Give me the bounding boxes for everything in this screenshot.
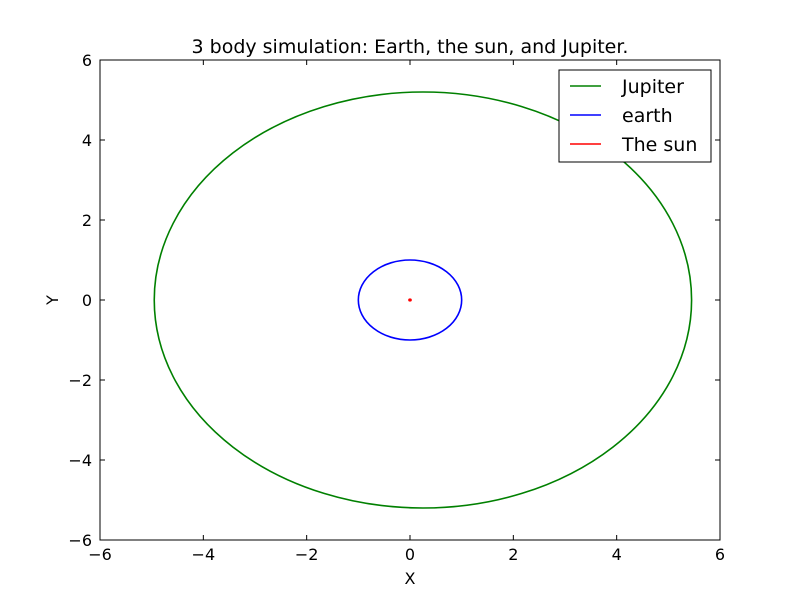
x-axis-title: X (405, 569, 416, 588)
x-tick-label: 4 (612, 545, 622, 564)
legend-label-jupiter: Jupiter (621, 76, 684, 98)
legend-label-the-sun: The sun (621, 134, 697, 156)
legend-label-earth: earth (622, 105, 673, 127)
y-tick-label: 4 (82, 131, 92, 150)
x-tick-label: −2 (295, 545, 319, 564)
orbit-the-sun (408, 298, 412, 302)
y-tick-label: 0 (82, 291, 92, 310)
chart-title: 3 body simulation: Earth, the sun, and J… (192, 36, 629, 58)
y-tick-label: 2 (82, 211, 92, 230)
x-tick-label: −6 (88, 545, 112, 564)
x-tick-label: 6 (715, 545, 725, 564)
y-tick-label: 6 (82, 51, 92, 70)
series-layer (153, 91, 693, 509)
y-tick-label: −2 (68, 371, 92, 390)
orbit-jupiter (153, 91, 693, 509)
orbit-earth (357, 259, 463, 341)
x-tick-label: −4 (192, 545, 216, 564)
y-tick-label: −6 (68, 531, 92, 550)
y-tick-label: −4 (68, 451, 92, 470)
legend: Jupiter earth The sun (558, 69, 712, 163)
x-tick-label: 2 (508, 545, 518, 564)
tick-layer: −6 −4 −2 0 2 4 6 −6 −4 −2 0 2 4 6 (68, 51, 725, 564)
x-tick-label: 0 (405, 545, 415, 564)
y-axis-title: Y (43, 295, 62, 306)
